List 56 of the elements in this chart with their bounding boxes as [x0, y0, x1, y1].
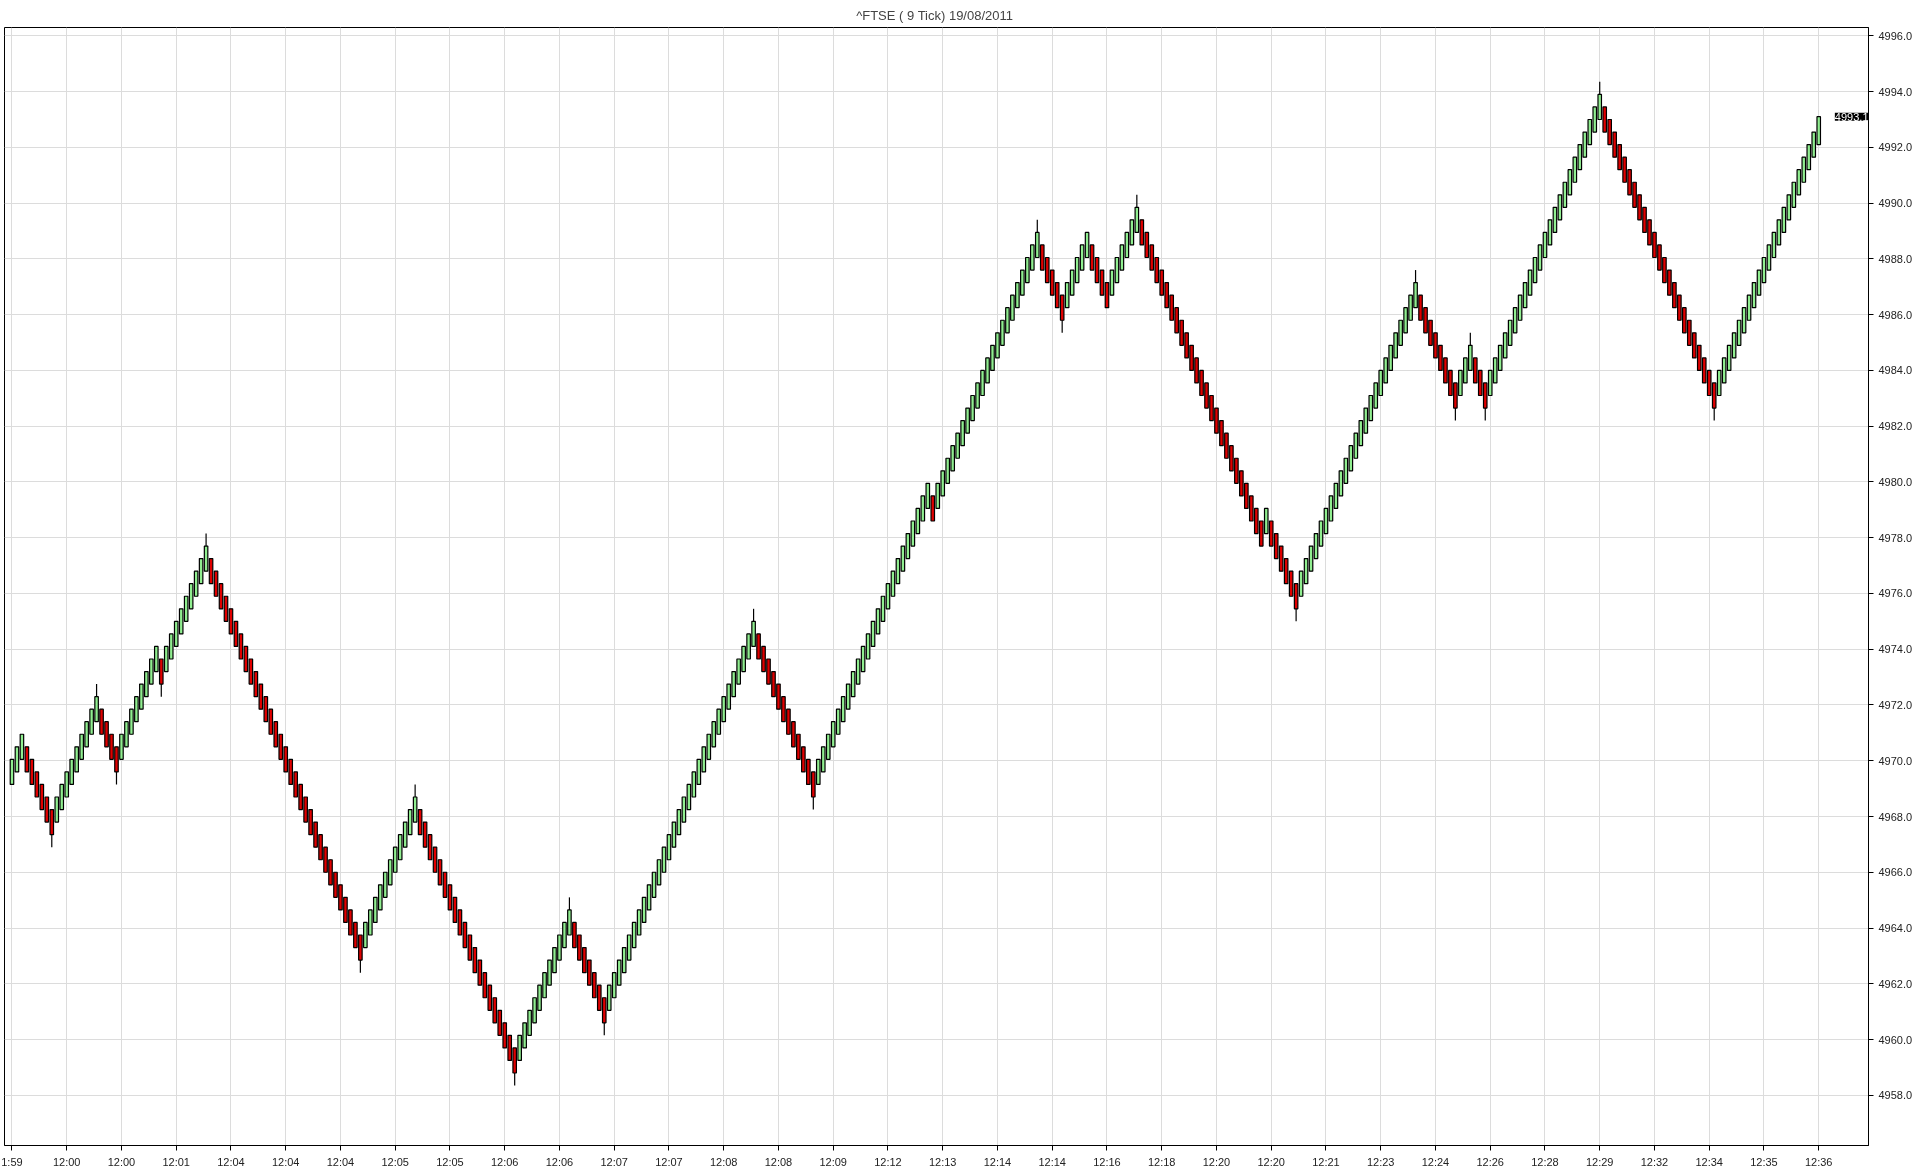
x-tick-label: 12:08: [764, 1155, 793, 1168]
x-tick-label: 12:35: [1750, 1155, 1778, 1168]
x-tick-label: 12:04: [271, 1155, 300, 1168]
y-tick-label: 4972.0: [1878, 698, 1913, 711]
y-tick-label: 4982.0: [1878, 420, 1913, 433]
y-tick-label: 4958.0: [1878, 1089, 1913, 1102]
y-tick-label: 4978.0: [1878, 531, 1913, 544]
y-tick-label: 4962.0: [1878, 977, 1913, 990]
x-tick-label: 12:26: [1476, 1155, 1504, 1168]
y-tick-label: 4974.0: [1878, 643, 1913, 656]
x-tick-label: 12:05: [436, 1155, 464, 1168]
y-tick-label: 4964.0: [1878, 922, 1913, 935]
x-tick-label: 12:04: [326, 1155, 355, 1168]
x-tick-label: 12:14: [983, 1155, 1012, 1168]
x-tick-label: 12:34: [1695, 1155, 1723, 1168]
y-tick-label: 4966.0: [1878, 866, 1913, 879]
x-tick-label: 12:18: [1147, 1155, 1176, 1168]
chart-title: ^FTSE ( 9 Tick) 19/08/2011: [856, 7, 1014, 23]
y-tick-label: 4976.0: [1878, 587, 1913, 600]
x-tick-label: 12:20: [1202, 1155, 1231, 1168]
y-tick-label: 4970.0: [1878, 754, 1913, 767]
x-tick-label: 1:59: [1, 1155, 23, 1168]
x-tick-label: 12:20: [1257, 1155, 1285, 1168]
y-tick-label: 4994.0: [1878, 85, 1913, 98]
y-tick-label: 4960.0: [1878, 1033, 1913, 1046]
x-tick-label: 12:07: [655, 1155, 683, 1168]
x-tick-label: 12:04: [217, 1155, 245, 1168]
x-tick-label: 12:16: [1093, 1155, 1121, 1168]
x-tick-label: 12:36: [1804, 1155, 1833, 1168]
x-tick-label: 12:07: [600, 1155, 628, 1168]
x-tick-label: 12:21: [1312, 1155, 1340, 1168]
x-tick-label: 12:06: [545, 1155, 574, 1168]
x-tick-label: 12:06: [490, 1155, 519, 1168]
x-tick-label: 12:08: [709, 1155, 738, 1168]
y-tick-label: 4990.0: [1878, 197, 1913, 210]
x-tick-label: 12:23: [1366, 1155, 1395, 1168]
x-tick-label: 12:32: [1640, 1155, 1669, 1168]
x-tick-label: 12:24: [1421, 1155, 1450, 1168]
y-tick-label: 4980.0: [1878, 475, 1913, 488]
text: 4993.1: [1834, 110, 1869, 123]
x-tick-label: 12:05: [381, 1155, 409, 1168]
y-tick-label: 4992.0: [1878, 141, 1913, 154]
y-tick-label: 4986.0: [1878, 308, 1913, 321]
y-tick-label: 4968.0: [1878, 810, 1913, 823]
x-tick-label: 12:28: [1531, 1155, 1559, 1168]
x-tick-label: 12:14: [1038, 1155, 1066, 1168]
y-tick-label: 4984.0: [1878, 364, 1913, 377]
x-tick-label: 12:01: [162, 1155, 190, 1168]
x-tick-label: 12:12: [874, 1155, 902, 1168]
x-tick-label: 12:09: [819, 1155, 847, 1168]
x-tick-label: 12:29: [1585, 1155, 1614, 1168]
y-tick-label: 4988.0: [1878, 252, 1913, 265]
y-tick-label: 4996.0: [1878, 29, 1913, 42]
x-tick-label: 12:13: [928, 1155, 957, 1168]
x-tick-label: 12:00: [52, 1155, 81, 1168]
x-tick-label: 12:00: [107, 1155, 136, 1168]
